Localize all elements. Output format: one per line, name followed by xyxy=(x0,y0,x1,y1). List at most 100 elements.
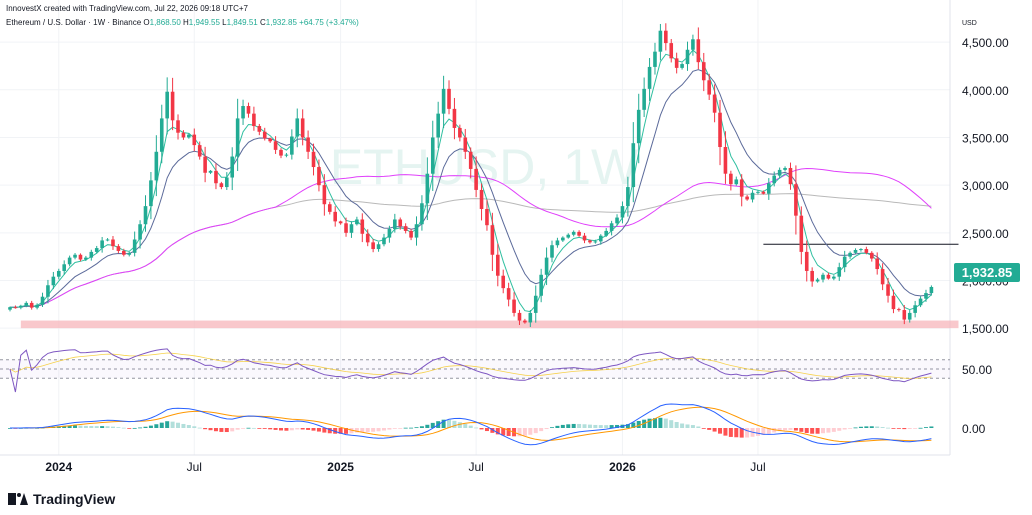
macd-histogram-bar xyxy=(522,428,527,436)
symbol-label[interactable]: Ethereum / U.S. Dollar · 1W · Binance xyxy=(6,18,142,27)
candle-body xyxy=(479,189,484,209)
candle-body xyxy=(181,132,186,138)
macd-histogram-bar xyxy=(772,428,777,433)
candle-body xyxy=(365,233,370,243)
macd-histogram-bar xyxy=(138,427,143,429)
candle-body xyxy=(712,94,717,113)
candle-body xyxy=(197,145,202,157)
macd-histogram-bar xyxy=(94,426,99,428)
candle-body xyxy=(143,206,148,225)
candle-body xyxy=(772,175,777,184)
macd-histogram-bar xyxy=(734,428,739,438)
macd-histogram-bar xyxy=(295,428,300,430)
macd-histogram-bar xyxy=(474,427,479,429)
candle-body xyxy=(89,251,94,258)
candle-body xyxy=(414,224,419,238)
macd-histogram-bar xyxy=(577,423,582,428)
macd-signal-line xyxy=(10,406,932,443)
y-tick-label: 4,500.00 xyxy=(962,36,1009,50)
macd-histogram-bar xyxy=(89,426,94,428)
macd-histogram-bar xyxy=(365,428,370,432)
candle-body xyxy=(441,88,446,114)
candle-body xyxy=(913,305,917,313)
candle-body xyxy=(691,39,695,50)
macd-histogram-bar xyxy=(73,425,78,428)
ma-gray xyxy=(9,193,932,308)
macd-histogram-bar xyxy=(273,428,278,430)
macd-histogram-bar xyxy=(896,428,901,429)
macd-histogram-bar xyxy=(425,424,430,428)
macd-histogram-bar xyxy=(419,426,424,428)
close-label: C xyxy=(259,18,266,27)
candle-body xyxy=(56,270,61,277)
change-value: +64.75 (+3.47%) xyxy=(299,18,359,27)
macd-histogram-bar xyxy=(105,426,110,428)
macd-histogram-bar xyxy=(468,425,473,428)
candle-body xyxy=(501,275,506,289)
candle-body xyxy=(241,106,245,119)
brand-name: TradingView xyxy=(33,491,116,507)
candle-body xyxy=(799,215,804,252)
macd-histogram-bar xyxy=(723,428,728,436)
macd-histogram-bar xyxy=(213,428,218,432)
macd-histogram-bar xyxy=(371,428,376,432)
macd-histogram-bar xyxy=(658,417,663,428)
candle-body xyxy=(615,217,619,224)
last-price-badge: 1,932.85 xyxy=(954,263,1020,282)
candle-body xyxy=(170,91,175,121)
macd-histogram-bar xyxy=(230,428,235,432)
candle-body xyxy=(496,254,500,276)
macd-histogram-bar xyxy=(826,428,831,433)
support-zone-layer xyxy=(20,243,959,329)
macd-histogram-bar xyxy=(517,428,522,437)
macd-histogram-bar xyxy=(810,428,815,434)
candle-body xyxy=(149,180,153,207)
macd-histogram-bar xyxy=(647,418,652,428)
candle-body xyxy=(29,302,34,308)
candle-body xyxy=(609,223,614,231)
macd-histogram-bar xyxy=(279,428,283,431)
candle-body xyxy=(571,231,576,235)
candle-body xyxy=(832,276,836,279)
candle-body xyxy=(664,30,668,44)
macd-histogram-bar xyxy=(484,428,489,432)
y-tick-label: 3,000.00 xyxy=(962,179,1009,193)
macd-histogram-bar xyxy=(121,427,126,429)
byline: InnovestX created with TradingView.com, … xyxy=(6,4,248,13)
candle-body xyxy=(327,204,332,212)
candle-body xyxy=(284,154,289,156)
macd-panel xyxy=(8,403,934,446)
candle-body xyxy=(13,307,18,309)
candle-body xyxy=(474,168,478,190)
rsi-line xyxy=(9,348,932,393)
macd-histogram-bar xyxy=(376,428,381,432)
macd-histogram-bar xyxy=(447,419,452,428)
macd-histogram-bar xyxy=(712,428,717,432)
candle-body xyxy=(393,219,397,230)
macd-histogram-bar xyxy=(192,426,197,428)
candle-body xyxy=(84,257,88,260)
candle-body xyxy=(349,224,354,233)
candle-body xyxy=(523,320,527,323)
macd-histogram-bar xyxy=(154,424,159,428)
macd-histogram-bar xyxy=(842,428,847,430)
macd-histogram-bar xyxy=(430,422,435,428)
candle-body xyxy=(230,156,235,178)
grid xyxy=(0,0,951,456)
candle-body xyxy=(891,295,896,310)
macd-histogram-bar xyxy=(127,428,132,429)
macd-histogram-bar xyxy=(360,428,365,433)
macd-histogram-bar xyxy=(636,420,641,428)
tradingview-logo[interactable]: TradingView xyxy=(8,491,115,507)
candle-body xyxy=(262,131,267,139)
macd-histogram-bar xyxy=(463,423,468,428)
candle-body xyxy=(268,138,272,142)
candle-body xyxy=(756,191,760,193)
candle-body xyxy=(696,39,701,63)
macd-histogram-bar xyxy=(143,426,148,428)
candle-body xyxy=(306,137,310,152)
macd-histogram-bar xyxy=(783,428,788,431)
candle-body xyxy=(604,230,608,236)
candle-body xyxy=(533,295,538,313)
